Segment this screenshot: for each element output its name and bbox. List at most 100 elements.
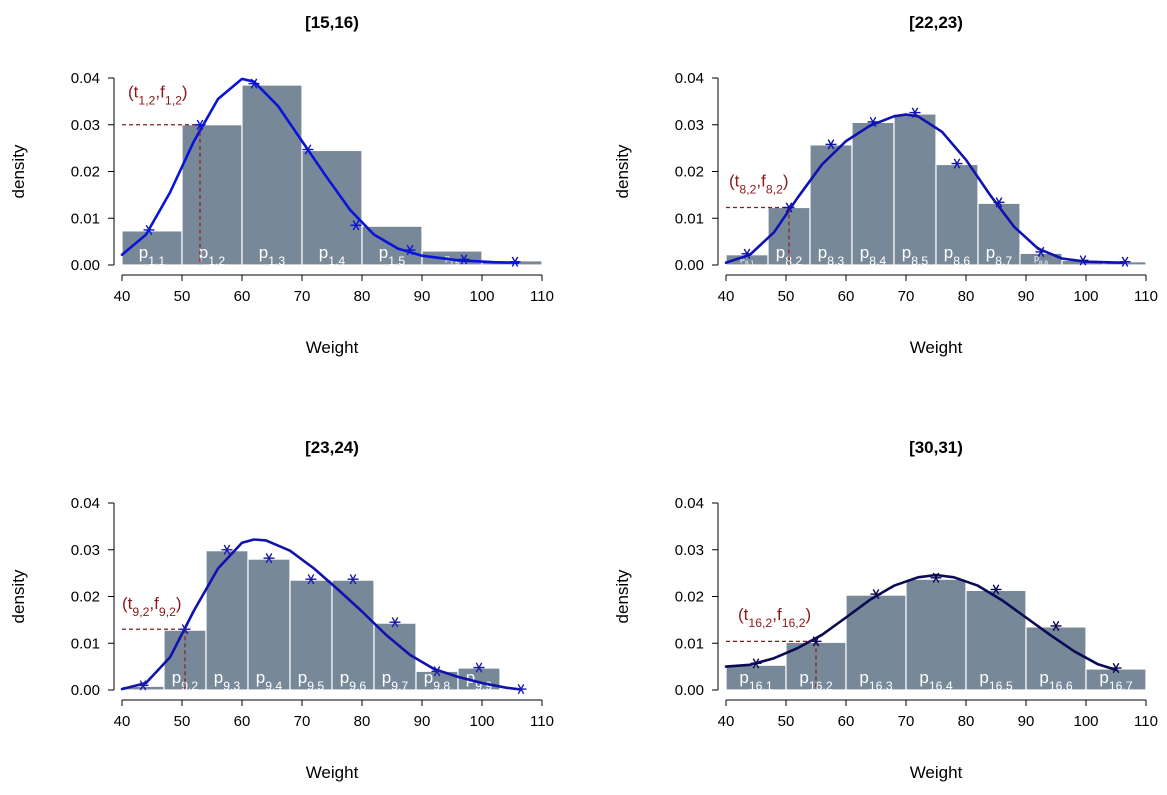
y-tick-label: 0.04 [675,495,704,512]
bar-label-4: p9,4 [256,668,283,693]
x-tick-label: 80 [958,713,975,730]
density-point-3 [825,139,837,150]
x-axis-label: Weight [306,338,359,357]
histogram-bar-4 [851,121,895,266]
density-curve [120,538,523,691]
x-tick-label: 70 [294,713,311,730]
density-point-4 [302,144,314,155]
bar-label-2: p9,2 [172,668,199,693]
x-tick-label: 50 [778,713,795,730]
histogram-bar-7 [373,622,417,691]
x-tick-label: 100 [1073,713,1098,730]
y-axis-label: density [613,144,632,198]
panel-title: [23,24) [305,438,359,457]
annotation-label: (t1,2,f1,2) [128,83,188,108]
density-point-3 [870,589,882,600]
bar-label-5: p16,5 [979,668,1012,693]
y-tick-label: 0.03 [675,542,704,559]
panel-title: [15,16) [305,13,359,32]
histogram-panel-2: [22,23)p8,1p8,2 p8,3 p8,4 p8,5 p8,6 p8,7 p8,80… [613,13,1158,357]
y-tick-label: 0.00 [71,682,100,699]
y-tick-label: 0.03 [675,117,704,134]
density-point-6 [404,244,416,256]
histogram-bar-5 [893,113,937,266]
annotation-label: (t16,2,f16,2) [738,605,811,630]
histogram-panel-3: [23,24)p9,2 p9,3 p9,4 p9,5 p9,6 p9,7 p9,8 p9,90… [9,438,554,782]
histogram-bar-7 [977,202,1021,266]
density-point-7 [1110,662,1122,674]
x-tick-label: 90 [1018,288,1035,305]
y-tick-label: 0.01 [71,210,100,227]
density-point-5 [990,584,1002,595]
density-point-7 [389,617,401,628]
density-curve [120,77,520,264]
density-point-6 [347,574,359,585]
bar-label-2: p1,2 [199,243,226,268]
histogram-bar-6 [331,579,375,691]
y-tick-label: 0.00 [675,682,704,699]
x-tick-label: 110 [1134,713,1158,730]
annotation-label: (t8,2,f8,2) [729,171,789,196]
x-tick-label: 70 [898,713,915,730]
density-point-6 [951,158,963,169]
density-point-1 [137,680,149,691]
x-tick-label: 100 [469,713,494,730]
density-point-3 [248,78,260,89]
x-tick-label: 50 [778,288,795,305]
x-tick-label: 40 [114,713,131,730]
y-tick-label: 0.01 [675,635,704,652]
histogram-bar-3 [809,144,853,266]
histogram-bar-4 [905,578,967,691]
bar-label-4: p1,4 [319,243,346,268]
x-tick-label: 60 [838,288,855,305]
x-tick-label: 100 [469,288,494,305]
density-point-8 [1035,246,1047,258]
density-curve [724,573,1118,672]
density-point-4 [263,553,275,564]
x-tick-label: 80 [354,713,371,730]
annotation-label: (t9,2,f9,2) [122,594,182,619]
histogram-bar-5 [965,589,1027,691]
y-tick-label: 0.01 [71,635,100,652]
x-tick-label: 60 [838,713,855,730]
y-tick-label: 0.00 [71,257,100,274]
x-tick-label: 60 [234,713,251,730]
density-point-7 [993,197,1005,208]
x-tick-label: 70 [294,288,311,305]
histogram-bar-3 [205,550,249,691]
density-point-3 [221,544,233,555]
histogram-bar-4 [301,149,363,266]
density-point-2 [810,636,822,647]
density-point-4 [930,572,942,583]
bar-label-4: p16,4 [919,668,952,693]
y-tick-label: 0.04 [71,70,100,87]
density-point-2 [194,119,206,130]
histogram-bar-3 [241,84,303,266]
density-point-5 [909,107,921,118]
y-tick-label: 0.02 [675,164,704,181]
y-axis-label: density [613,569,632,623]
density-point-10 [1119,256,1131,267]
x-tick-label: 40 [718,288,735,305]
bar-label-7: p9,7 [382,668,409,693]
x-tick-label: 40 [718,713,735,730]
panel-title: [22,23) [909,13,963,32]
x-tick-label: 90 [414,288,431,305]
bar-label-3: p9,3 [214,668,241,693]
y-tick-label: 0.02 [71,164,100,181]
panel-title: [30,31) [909,438,963,457]
density-point-1 [143,224,155,236]
bar-label-7: p16,7 [1099,668,1132,693]
density-point-10 [515,683,527,695]
x-tick-label: 60 [234,288,251,305]
bar-label-6: p9,6 [340,668,367,693]
histogram-bar-6 [935,163,979,266]
density-point-1 [750,658,762,669]
histogram-panel-1: [15,16)p1,1 p1,2 p1,3 p1,4 p1,5 p1,60.000.010… [9,13,554,357]
density-point-6 [1050,620,1062,632]
x-tick-label: 70 [898,288,915,305]
histogram-bar-1 [725,664,787,691]
density-point-9 [473,662,485,673]
density-point-5 [350,220,362,231]
